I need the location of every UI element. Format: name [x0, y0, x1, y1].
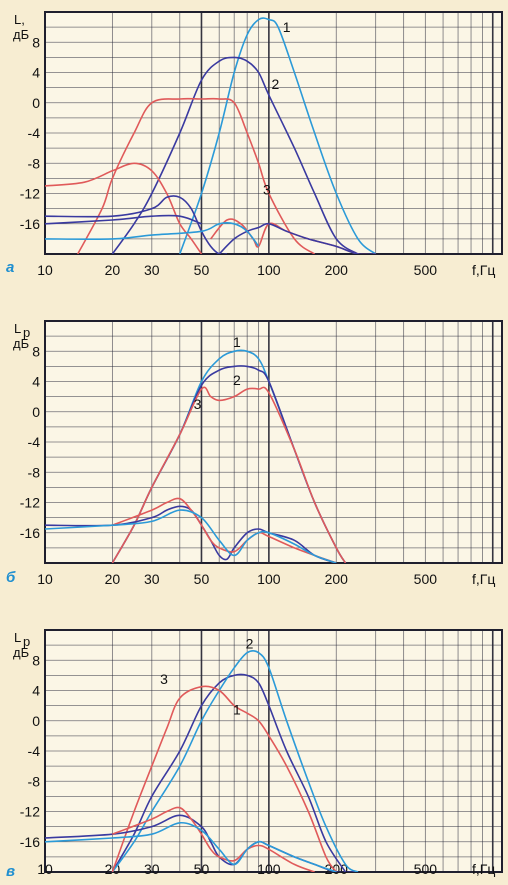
- x-tick-label: 50: [194, 571, 210, 587]
- y-tick-label: -16: [20, 834, 40, 850]
- series-line-3: [76, 97, 316, 254]
- panel-label-b: б: [6, 569, 16, 586]
- y-tick-label: -8: [28, 155, 41, 171]
- x-tick-label: 20: [105, 571, 121, 587]
- series-line-2: [111, 56, 359, 254]
- y-tick-label: -12: [20, 804, 40, 820]
- y-axis-label-symbol: L: [14, 630, 21, 645]
- y-tick-label: -16: [20, 525, 40, 541]
- plot-frame: [44, 629, 503, 873]
- curve-label: 1: [283, 19, 291, 35]
- series-line-low-level: [45, 222, 260, 247]
- y-tick-label: 8: [32, 34, 40, 50]
- plot-frame: [44, 11, 503, 255]
- series-line-low-level: [218, 222, 376, 254]
- series-line-low-level: [45, 509, 337, 563]
- series-line-low-level: [45, 214, 202, 225]
- y-tick-label: -12: [20, 495, 40, 511]
- y-axis-label-unit: дБ: [13, 336, 29, 351]
- y-tick-label: -12: [20, 186, 40, 202]
- x-tick-label: 10: [37, 262, 53, 278]
- y-tick-label: -4: [28, 743, 41, 759]
- x-tick-label: 500: [414, 861, 438, 877]
- y-tick-label: 8: [32, 652, 40, 668]
- x-tick-label: 50: [194, 262, 210, 278]
- y-tick-label: 4: [32, 65, 40, 81]
- y-tick-label: -4: [28, 125, 41, 141]
- curve-label: 3: [194, 396, 202, 412]
- y-axis-label-subscript: р: [23, 634, 30, 649]
- curve-label: 1: [233, 334, 241, 350]
- x-axis-label: f,Гц: [472, 861, 495, 877]
- x-tick-label: 100: [257, 571, 281, 587]
- y-tick-label: 0: [32, 404, 40, 420]
- y-axis-label-unit: дБ: [13, 27, 29, 42]
- y-axis-label-unit: дБ: [13, 645, 29, 660]
- series-line-low-level: [45, 195, 227, 254]
- y-axis-label-subscript: р: [23, 325, 30, 340]
- panel-label-v: в: [6, 863, 15, 880]
- x-tick-label: 200: [325, 262, 349, 278]
- curve-label: 2: [233, 372, 241, 388]
- x-axis-label: f,Гц: [472, 571, 495, 587]
- y-tick-label: -4: [28, 434, 41, 450]
- x-tick-label: 10: [37, 861, 53, 877]
- series-line-low-level: [112, 497, 337, 563]
- panel-label-a: а: [6, 259, 14, 276]
- x-tick-label: 500: [414, 571, 438, 587]
- y-tick-label: -16: [20, 216, 40, 232]
- series-line-3: [111, 685, 337, 872]
- series-line-1: [111, 673, 347, 872]
- y-tick-label: -8: [28, 773, 41, 789]
- curve-label: 3: [160, 671, 168, 687]
- x-tick-label: 100: [257, 861, 281, 877]
- x-tick-label: 20: [105, 262, 121, 278]
- series-line-2: [111, 650, 359, 872]
- x-tick-label: 500: [414, 262, 438, 278]
- series-line-1: [179, 17, 377, 254]
- x-tick-label: 100: [257, 262, 281, 278]
- series-line-low-level: [45, 162, 203, 254]
- y-tick-label: 0: [32, 713, 40, 729]
- curve-label: 2: [246, 636, 254, 652]
- x-tick-label: 10: [37, 571, 53, 587]
- series-line-low-level: [45, 821, 337, 872]
- y-axis-label-symbol: L: [14, 321, 21, 336]
- y-tick-label: 8: [32, 343, 40, 359]
- x-tick-label: 30: [144, 861, 160, 877]
- y-tick-label: 0: [32, 95, 40, 111]
- y-tick-label: 4: [32, 374, 40, 390]
- y-tick-label: -8: [28, 464, 41, 480]
- x-axis-label: f,Гц: [472, 262, 495, 278]
- series-line-3: [111, 386, 347, 563]
- curve-label: 1: [233, 701, 241, 717]
- plot-frame: [44, 320, 503, 564]
- x-tick-label: 30: [144, 262, 160, 278]
- x-tick-label: 200: [325, 571, 349, 587]
- series-line-low-level: [112, 806, 315, 872]
- curve-label: 2: [272, 76, 280, 92]
- y-tick-label: 4: [32, 683, 40, 699]
- x-tick-label: 30: [144, 571, 160, 587]
- x-tick-label: 50: [194, 861, 210, 877]
- y-axis-label-symbol: L,: [14, 12, 25, 27]
- chart-panel-a: 8 4 0 -4 -8 -12 -16 10 20 30 50 100 200 500 f,Гц L,дБ 1 2…: [6, 11, 503, 278]
- curve-label: 3: [263, 182, 271, 198]
- chart-panel-b: 8 4 0 -4 -8 -12 -16 10 20 30 50 100 200 500 f,Гц L рдБ 1 2…: [6, 320, 503, 587]
